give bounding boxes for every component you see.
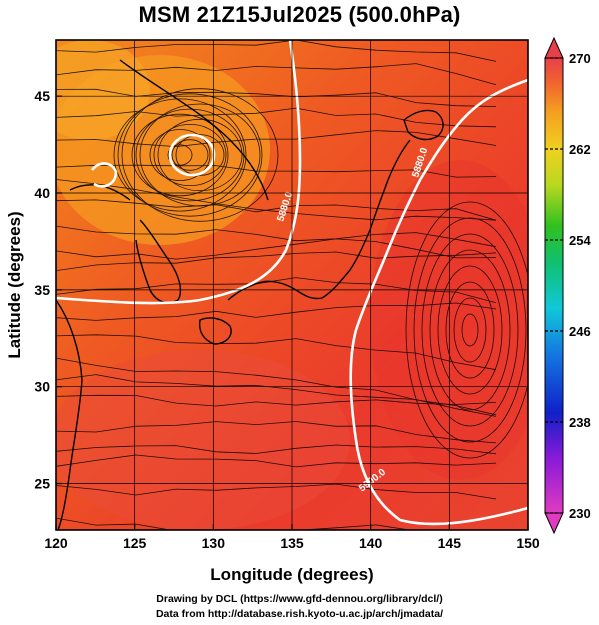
streamline — [56, 107, 497, 128]
streamline-vortex — [157, 118, 243, 192]
streamline-vortex — [175, 134, 225, 176]
streamline-vortex — [117, 93, 263, 217]
colorbar: 270 262 254 246 238 230 — [544, 36, 591, 535]
colorbar-min-arrow — [544, 512, 564, 535]
colorbar-scale — [544, 57, 564, 514]
warm-patch — [56, 350, 350, 530]
x-tick-label: 125 — [123, 535, 147, 551]
streamline-vortex — [139, 103, 261, 207]
colorbar-label: 238 — [569, 415, 591, 430]
china-coast — [56, 299, 83, 530]
x-tick-label: 145 — [438, 535, 462, 551]
streamline — [56, 238, 497, 260]
streamline-vortex — [153, 124, 227, 187]
colorbar-label: 246 — [569, 324, 591, 339]
streamline-vortex — [413, 217, 527, 443]
streamline-vortex — [171, 139, 209, 171]
credit-drawing: Drawing by DCL (https://www.gfd-dennou.o… — [156, 593, 443, 605]
contour-ring — [168, 133, 216, 177]
streamline-vortex — [461, 313, 479, 347]
colorbar-max-arrow — [544, 36, 564, 59]
coastlines — [56, 59, 444, 530]
contour-5880-east — [349, 78, 528, 526]
x-tick-label: 135 — [280, 535, 304, 551]
x-tick-label: 150 — [516, 535, 540, 551]
streamline — [56, 63, 497, 86]
y-tick-label: 40 — [34, 185, 50, 201]
streamline — [56, 130, 497, 148]
x-axis: 120 125 130 135 140 145 150 — [44, 524, 540, 551]
y-tick-label: 35 — [34, 282, 50, 298]
streamline-vortex — [113, 98, 247, 212]
streamline — [56, 334, 497, 371]
y-tick-label: 30 — [34, 379, 50, 395]
colorbar-label: 254 — [569, 233, 591, 248]
streamline-vortex — [421, 233, 519, 427]
contour-5880-west — [56, 40, 302, 305]
contour-ring-small — [90, 162, 118, 188]
chart-title: MSM 21Z15Jul2025 (500.0hPa) — [138, 2, 461, 27]
border-line — [119, 59, 269, 201]
streamline-vortex — [437, 265, 503, 395]
korea-coast — [135, 219, 182, 304]
streamline-vortex — [121, 88, 279, 222]
streamline — [56, 225, 497, 248]
y-tick-label: 45 — [34, 88, 50, 104]
wind-streamlines — [56, 40, 528, 530]
streamline-vortex — [405, 201, 528, 459]
streamline — [56, 40, 497, 62]
height-contours — [56, 40, 528, 526]
streamline — [56, 199, 497, 221]
streamline — [56, 483, 497, 500]
streamline-vortex — [167, 144, 193, 166]
streamline — [56, 251, 497, 272]
streamline-vortex — [131, 113, 229, 197]
x-axis-label: Longitude (degrees) — [210, 565, 373, 584]
streamline — [56, 88, 497, 107]
streamline-vortex — [149, 129, 211, 181]
map-plot-area: 5880.0 5880.0 5900.0 — [56, 40, 528, 530]
x-tick-label: 120 — [44, 535, 68, 551]
warm-patch — [370, 160, 528, 480]
streamline — [56, 454, 497, 468]
x-tick-label: 130 — [202, 535, 226, 551]
streamline — [56, 394, 497, 407]
colorbar-label: 270 — [569, 51, 591, 66]
streamline-vortex — [445, 281, 495, 379]
colorbar-label: 262 — [569, 142, 591, 157]
colorbar-label: 230 — [569, 506, 591, 521]
streamline-vortex — [429, 249, 511, 411]
streamline — [56, 444, 497, 455]
hokkaido-coast — [403, 109, 444, 141]
credit-data: Data from http://database.rish.kyoto-u.a… — [155, 608, 444, 620]
y-axis-label: Latitude (degrees) — [5, 211, 24, 358]
streamline-vortex — [453, 297, 487, 363]
y-axis: 25 30 35 40 45 — [34, 88, 62, 492]
y-tick-label: 25 — [34, 476, 50, 492]
streamline — [56, 421, 497, 444]
streamline — [56, 512, 413, 530]
colorbar-ticks: 270 262 254 246 238 230 — [545, 51, 591, 521]
x-tick-label: 140 — [359, 535, 383, 551]
kyushu-coast — [198, 317, 232, 345]
gridlines — [56, 40, 528, 530]
japan-honshu-coast — [227, 139, 411, 301]
streamline — [56, 302, 497, 321]
